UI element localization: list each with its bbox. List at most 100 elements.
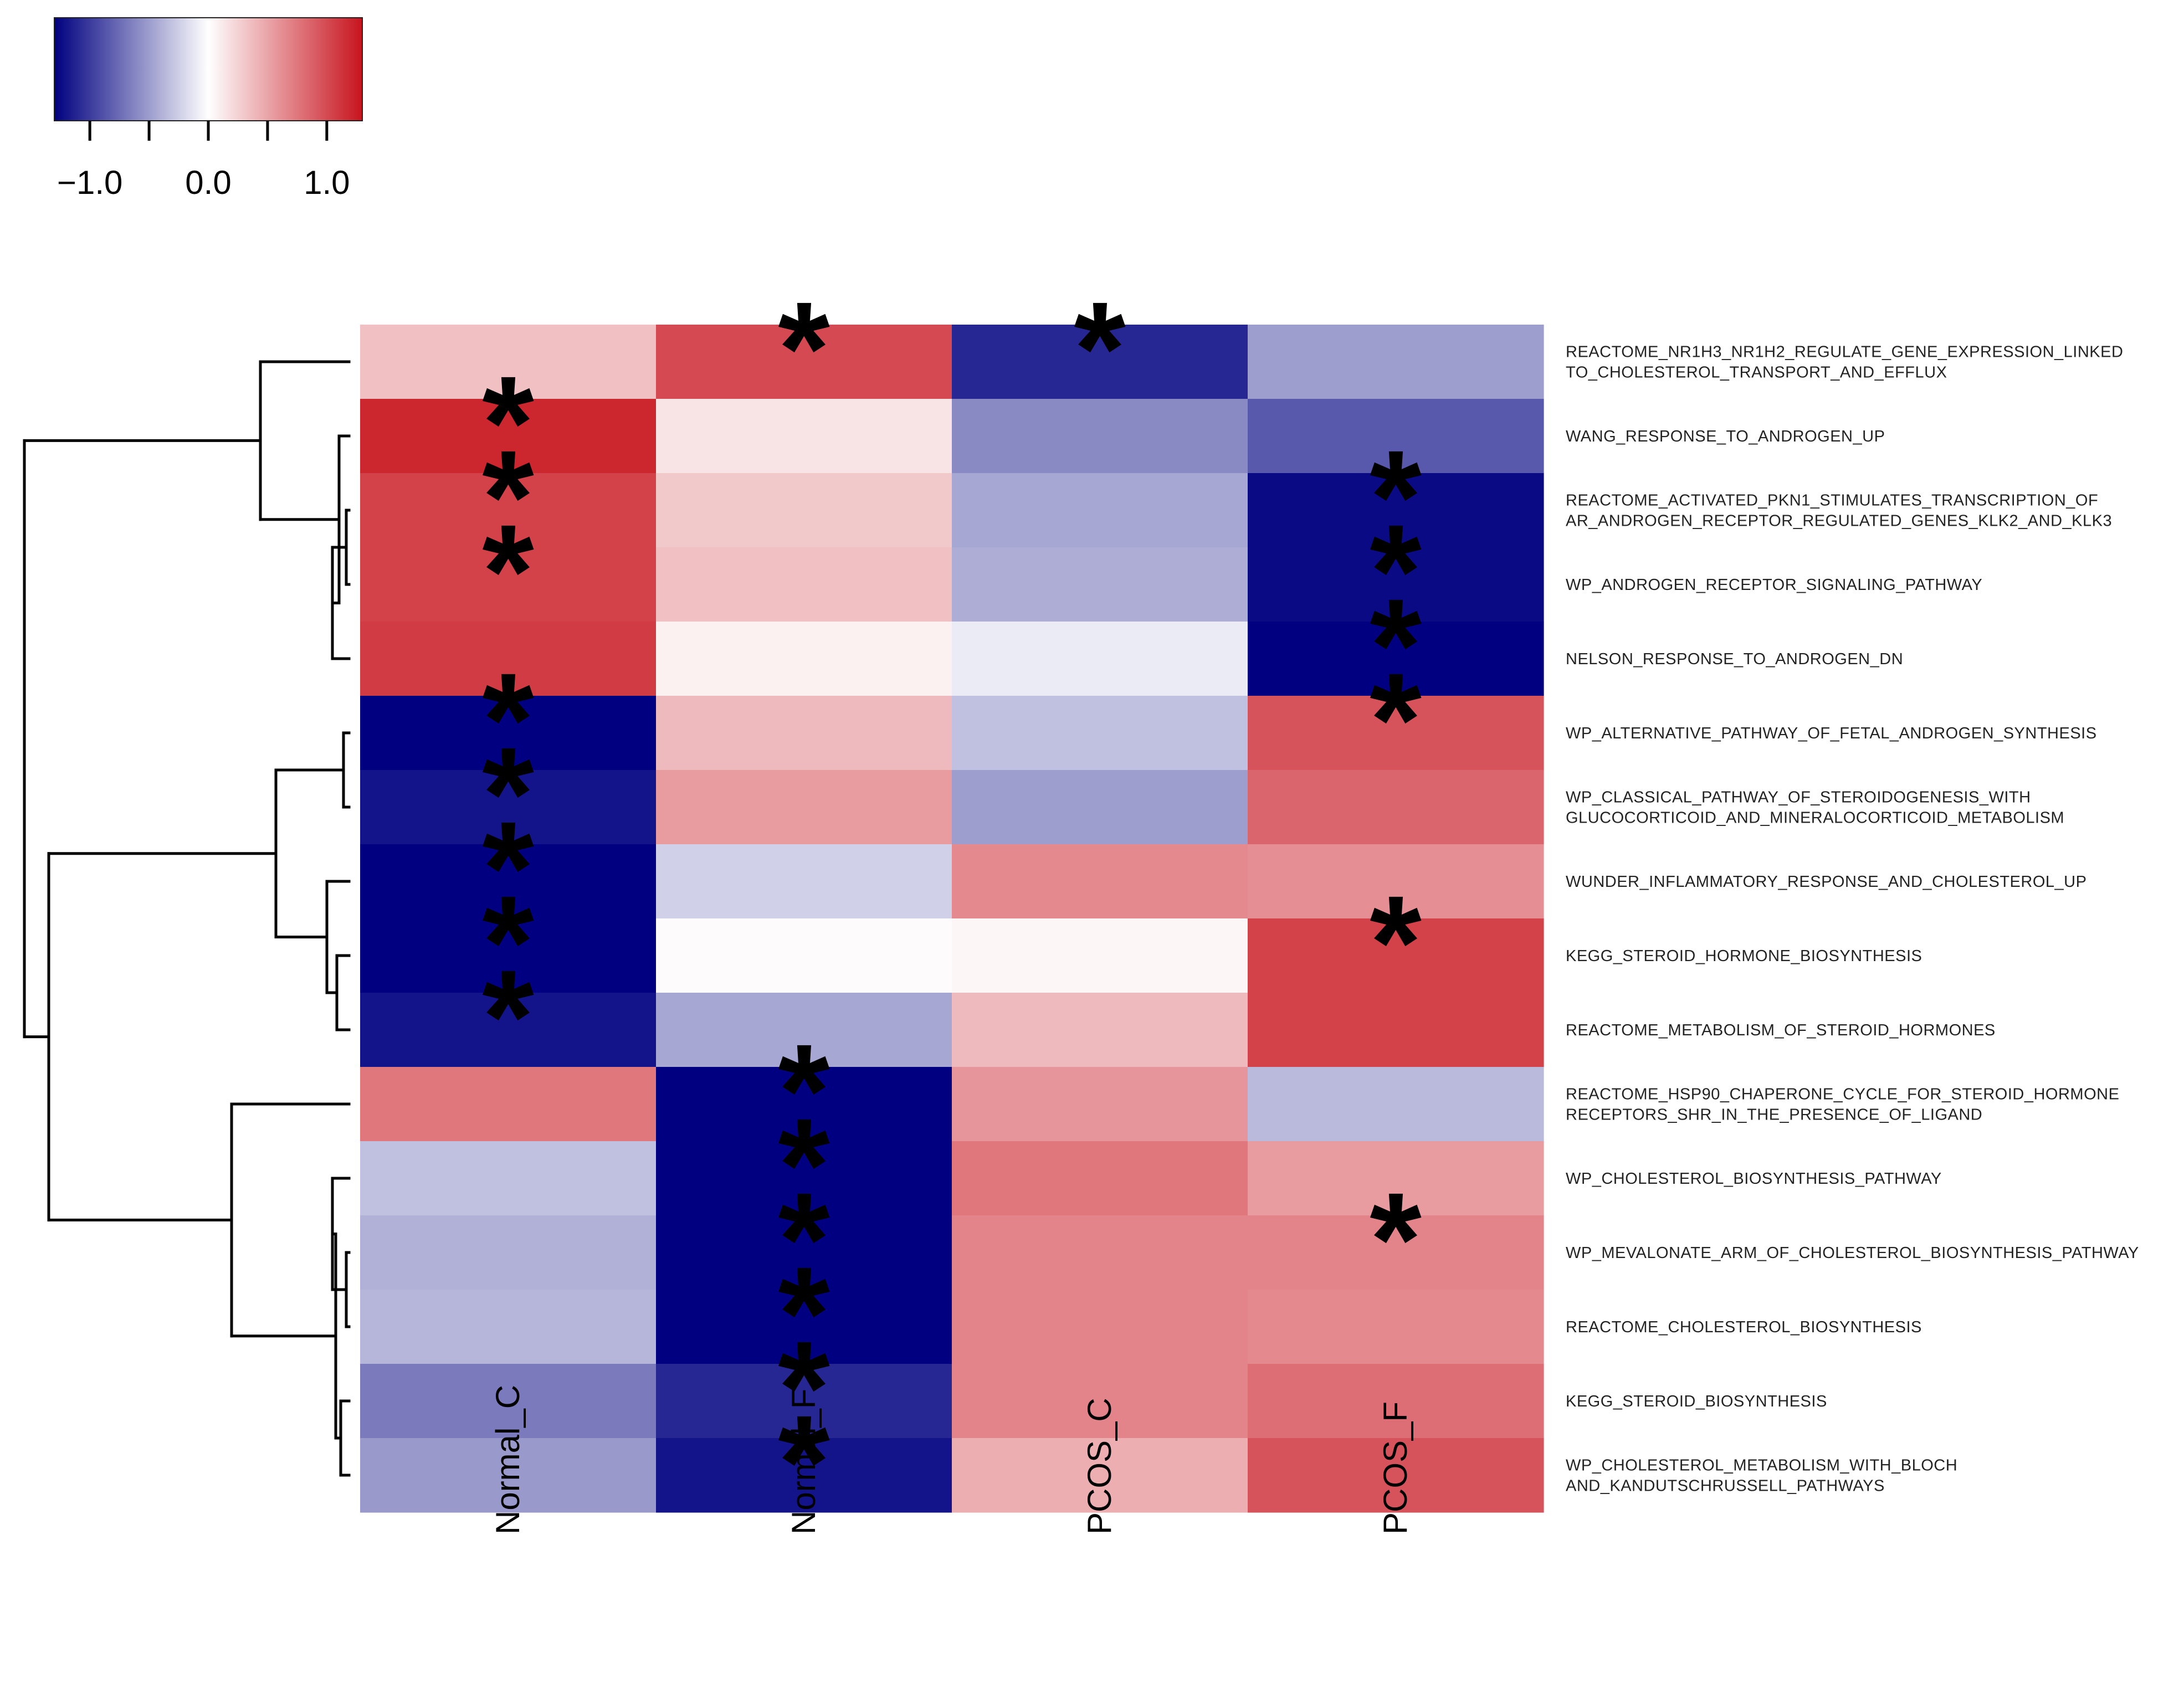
heatmap-cell <box>1248 473 1544 548</box>
heatmap-cell <box>360 473 657 548</box>
column-label: Normal_F <box>785 1389 822 1534</box>
row-label: WP_CLASSICAL_PATHWAY_OF_STEROIDOGENESIS_… <box>1566 789 2031 807</box>
heatmap-cell <box>1248 1141 1544 1216</box>
heatmap-cell <box>952 1215 1248 1290</box>
row-label: KEGG_STEROID_HORMONE_BIOSYNTHESIS <box>1566 947 1922 965</box>
significance-star: * <box>1074 274 1126 423</box>
heatmap-cell <box>952 473 1248 548</box>
column-labels: Normal_C Normal_F PCOS_C PCOS_F <box>489 1385 1414 1534</box>
significance-star: * <box>778 1239 830 1388</box>
row-label: REACTOME_CHOLESTEROL_BIOSYNTHESIS <box>1566 1318 1922 1336</box>
heatmap-cell <box>360 1364 657 1439</box>
heatmap-cell <box>952 993 1248 1067</box>
heatmap-cell <box>656 622 952 696</box>
heatmap-cell <box>952 1438 1248 1513</box>
heatmap-cell <box>360 770 657 845</box>
color-scale-tick-label: −1.0 <box>57 164 122 201</box>
heatmap-cell <box>1248 1438 1544 1513</box>
row-label: REACTOME_NR1H3_NR1H2_REGULATE_GENE_EXPRE… <box>1566 343 2123 361</box>
heatmap-cell <box>1248 325 1544 399</box>
heatmap-cell <box>952 1364 1248 1439</box>
heatmap-cell <box>656 547 952 622</box>
heatmap-cell <box>656 1290 952 1364</box>
significance-star: * <box>482 645 534 794</box>
color-scale-tick-label: 1.0 <box>304 164 350 201</box>
heatmap-cell <box>1248 696 1544 771</box>
heatmap-cell <box>1248 622 1544 696</box>
heatmap-cell <box>656 325 952 399</box>
color-scale-legend: −1.0 0.0 1.0 <box>54 17 363 201</box>
heatmap-cell <box>1248 993 1544 1067</box>
heatmap-cell <box>952 696 1248 771</box>
heatmap-cell <box>360 1438 657 1513</box>
heatmap-cell <box>360 547 657 622</box>
row-label: RECEPTORS_SHR_IN_THE_PRESENCE_OF_LIGAND <box>1566 1106 1982 1124</box>
row-label: TO_CHOLESTEROL_TRANSPORT_AND_EFFLUX <box>1566 364 1947 382</box>
heatmap-cell <box>360 1067 657 1142</box>
heatmap-cell <box>952 325 1248 399</box>
row-label: AR_ANDROGEN_RECEPTOR_REGULATED_GENES_KLK… <box>1566 512 2112 530</box>
row-label: WP_ALTERNATIVE_PATHWAY_OF_FETAL_ANDROGEN… <box>1566 725 2097 742</box>
significance-star: * <box>482 423 534 571</box>
heatmap-cell <box>952 770 1248 845</box>
significance-star: * <box>778 1091 830 1239</box>
significance-star: * <box>1370 868 1422 1017</box>
heatmap-cell <box>360 993 657 1067</box>
heatmap-cell <box>656 993 952 1067</box>
heatmap-cell <box>1248 1290 1544 1364</box>
heatmap-cell <box>952 1141 1248 1216</box>
heatmap-cell <box>360 1141 657 1216</box>
heatmap-cell <box>656 1141 952 1216</box>
heatmap-cell <box>1248 1067 1544 1142</box>
significance-star: * <box>778 1313 830 1462</box>
heatmap-cell <box>656 696 952 771</box>
significance-markers: * *** ** *** **** ** *** **** <box>482 274 1422 1536</box>
row-label: AND_KANDUTSCHRUSSELL_PATHWAYS <box>1566 1477 1885 1495</box>
heatmap-cell <box>360 325 657 399</box>
row-label: WUNDER_INFLAMMATORY_RESPONSE_AND_CHOLEST… <box>1566 873 2086 891</box>
heatmap-cell <box>1248 844 1544 919</box>
row-label: REACTOME_METABOLISM_OF_STEROID_HORMONES <box>1566 1021 1996 1039</box>
heatmap-cell <box>952 918 1248 993</box>
row-label: WP_CHOLESTEROL_BIOSYNTHESIS_PATHWAY <box>1566 1170 1942 1188</box>
heatmap-cell <box>1248 770 1544 845</box>
significance-star: * <box>1370 497 1422 645</box>
heatmap-cell <box>952 844 1248 919</box>
heatmap-cell <box>1248 918 1544 993</box>
heatmap-cell <box>656 1215 952 1290</box>
color-scale-bar <box>54 17 363 121</box>
row-label: NELSON_RESPONSE_TO_ANDROGEN_DN <box>1566 650 1903 668</box>
significance-star: * <box>1370 423 1422 571</box>
heatmap-cell <box>1248 399 1544 474</box>
significance-star: * <box>778 1388 830 1536</box>
heatmap-cell <box>656 1438 952 1513</box>
heatmap-cell <box>1248 547 1544 622</box>
heatmap-cell <box>1248 1364 1544 1439</box>
color-scale-tick-label: 0.0 <box>185 164 231 201</box>
column-label: PCOS_C <box>1081 1398 1118 1534</box>
significance-star: * <box>482 348 534 497</box>
row-label: GLUCOCORTICOID_AND_MINERALOCORTICOID_MET… <box>1566 809 2064 827</box>
heatmap-cell <box>656 473 952 548</box>
heatmap-cell <box>360 1290 657 1364</box>
significance-star: * <box>482 720 534 868</box>
heatmap-cell <box>360 696 657 771</box>
heatmap-cell <box>656 399 952 474</box>
heatmap-cell <box>656 844 952 919</box>
heatmap-cell <box>952 1067 1248 1142</box>
significance-star: * <box>1370 571 1422 720</box>
column-label: PCOS_F <box>1377 1401 1414 1534</box>
heatmap-cell <box>360 622 657 696</box>
row-label: KEGG_STEROID_BIOSYNTHESIS <box>1566 1393 1827 1410</box>
significance-star: * <box>482 942 534 1091</box>
significance-star: * <box>778 1165 830 1313</box>
row-label: WANG_RESPONSE_TO_ANDROGEN_UP <box>1566 428 1885 445</box>
heatmap-cells <box>360 325 1544 1513</box>
heatmap-cell <box>360 844 657 919</box>
significance-star: * <box>778 274 830 423</box>
significance-star: * <box>482 497 534 645</box>
heatmap-cell <box>1248 1215 1544 1290</box>
row-label: REACTOME_HSP90_CHAPERONE_CYCLE_FOR_STERO… <box>1566 1086 2119 1103</box>
